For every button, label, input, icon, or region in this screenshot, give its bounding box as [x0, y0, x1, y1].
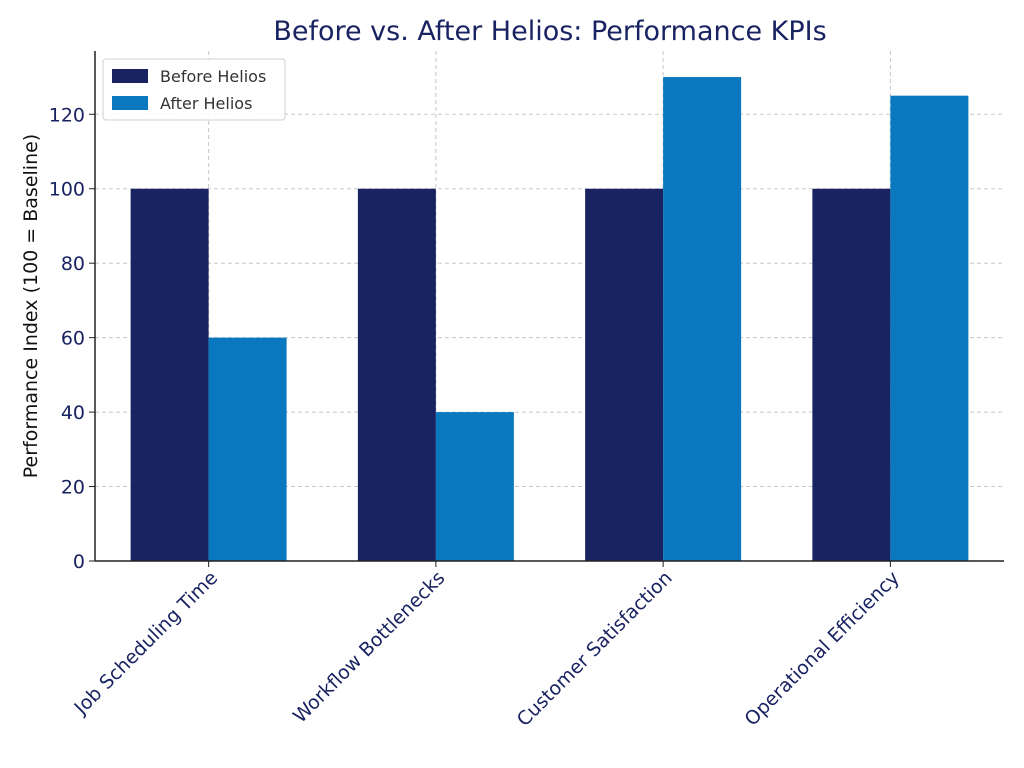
- legend-swatch-before: [112, 69, 148, 83]
- y-tick-label: 80: [61, 253, 85, 275]
- y-tick-label: 100: [49, 179, 85, 201]
- bars: [130, 77, 969, 561]
- y-tick-label: 120: [49, 104, 85, 126]
- bar-before-1: [130, 188, 209, 561]
- legend: Before Helios After Helios: [102, 58, 286, 121]
- y-tick-label: 40: [61, 402, 85, 424]
- chart-title: Before vs. After Helios: Performance KPI…: [273, 16, 826, 47]
- y-axis-ticks: 0 20 40 60 80 100 120: [49, 104, 95, 573]
- y-tick-label: 20: [61, 477, 85, 499]
- legend-label-before: Before Helios: [160, 67, 266, 86]
- bar-before-4: [812, 188, 891, 561]
- legend-label-after: After Helios: [160, 94, 252, 113]
- axes: [94, 51, 1004, 562]
- bar-before-3: [585, 188, 664, 561]
- y-tick-label: 60: [61, 328, 85, 350]
- legend-swatch-after: [112, 96, 148, 110]
- x-tick-label: Job Scheduling Time: [70, 567, 223, 720]
- x-tick-label: Operational Efficiency: [741, 567, 904, 730]
- x-tick-label: Customer Satisfaction: [513, 567, 677, 731]
- bar-after-4: [890, 95, 969, 561]
- legend-box: [102, 58, 286, 121]
- x-tick-label: Workflow Bottlenecks: [289, 567, 449, 727]
- bar-after-2: [435, 412, 514, 561]
- bar-before-2: [357, 188, 436, 561]
- bar-after-1: [208, 337, 287, 561]
- y-axis-label: Performance Index (100 = Baseline): [20, 134, 42, 478]
- y-tick-label: 0: [73, 551, 85, 573]
- bar-after-3: [663, 77, 742, 561]
- x-axis-ticks: Job Scheduling Time Workflow Bottlenecks C…: [70, 561, 904, 731]
